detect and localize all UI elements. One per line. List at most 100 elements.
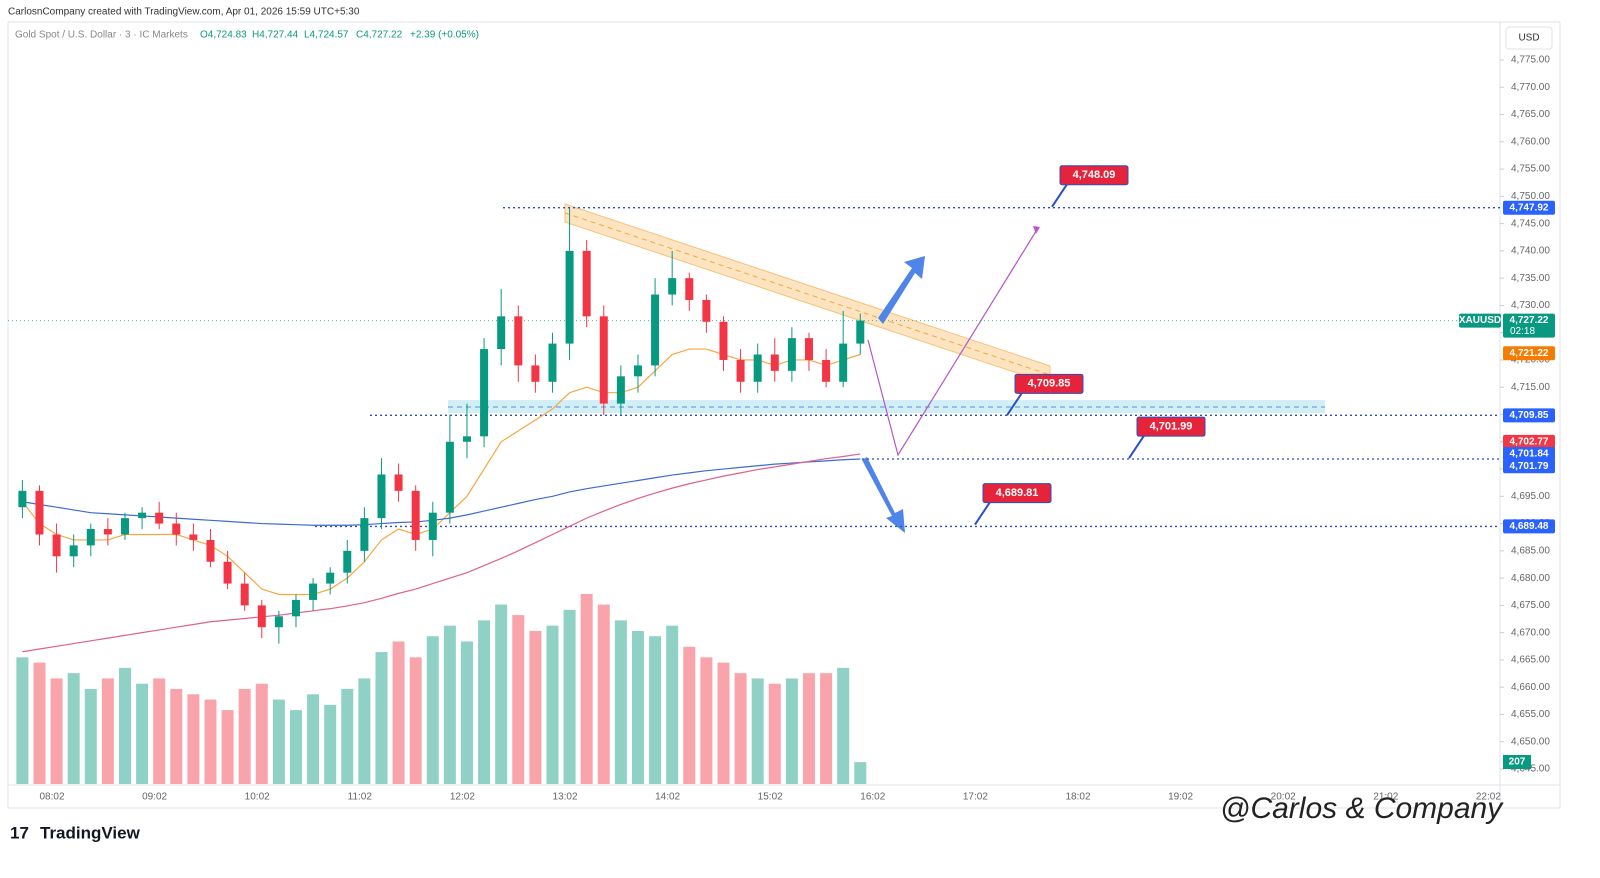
volume-bar xyxy=(118,667,131,784)
volume-bar xyxy=(546,625,559,784)
y-tick-label: 4,650.00 xyxy=(1511,736,1550,747)
candle-body xyxy=(616,376,625,404)
legend-close: C4,727.22 xyxy=(356,30,403,41)
candle-body xyxy=(445,441,454,513)
volume-bar xyxy=(67,673,80,784)
price-badge-label: 4,701.84 xyxy=(1510,449,1549,460)
x-tick-label: 12:02 xyxy=(450,792,475,803)
candle-body xyxy=(548,343,557,382)
candle-body xyxy=(155,512,164,524)
projection-arrowhead xyxy=(1033,226,1040,234)
candle-body xyxy=(582,250,591,317)
candle-body xyxy=(514,316,523,366)
callout-label: 4,709.85 xyxy=(1028,378,1071,390)
callout-pointer xyxy=(974,500,992,526)
currency-box[interactable] xyxy=(1505,26,1553,50)
current-price-label: 4,727.22 xyxy=(1510,315,1549,326)
volume-bar xyxy=(84,689,97,784)
candle-body xyxy=(633,365,642,377)
currency: USD xyxy=(1518,33,1539,44)
volume-bar xyxy=(358,678,371,784)
volume-bar xyxy=(785,678,798,784)
price-badge-label: 4,689.48 xyxy=(1510,521,1549,532)
y-tick-label: 4,695.00 xyxy=(1511,491,1550,502)
candle-body xyxy=(52,534,61,557)
price-badge xyxy=(1503,434,1555,449)
candle-body xyxy=(309,583,318,600)
price-badge xyxy=(1503,519,1555,534)
x-tick-label: 14:02 xyxy=(655,792,680,803)
volume-bar xyxy=(563,609,576,784)
candle-body xyxy=(274,616,283,628)
callout-label: 4,689.81 xyxy=(996,487,1039,499)
candle-body xyxy=(172,523,181,535)
candle-body xyxy=(103,529,112,535)
candle-body xyxy=(69,545,78,557)
volume-bar xyxy=(153,678,166,784)
y-tick-label: 4,750.00 xyxy=(1511,191,1550,202)
volume-bar xyxy=(512,615,525,784)
candle-body xyxy=(804,338,813,360)
logo: TradingView xyxy=(40,823,141,842)
callout-box xyxy=(1014,373,1084,394)
volume-bar xyxy=(204,699,217,784)
price-badge-label: 4,709.85 xyxy=(1510,410,1549,421)
price-badge-label: 4,721.22 xyxy=(1510,348,1549,359)
x-tick-label: 10:02 xyxy=(245,792,270,803)
x-tick-label: 21:02 xyxy=(1373,792,1398,803)
up-arrow xyxy=(878,256,925,324)
y-tick-label: 4,715.00 xyxy=(1511,382,1550,393)
candle-body xyxy=(753,354,762,382)
y-tick-label: 4,675.00 xyxy=(1511,600,1550,611)
price-badge-label: 4,702.77 xyxy=(1510,437,1549,448)
callout-box xyxy=(982,483,1052,504)
candle-body xyxy=(497,316,506,350)
price-badge xyxy=(1503,447,1555,462)
candle-body xyxy=(770,354,779,371)
y-tick-label: 4,770.00 xyxy=(1511,82,1550,93)
volume-badge-label: 207 xyxy=(1509,757,1526,768)
y-tick-label: 4,660.00 xyxy=(1511,682,1550,693)
symbol-badge-label: XAUUSD xyxy=(1459,315,1501,326)
volume-bar xyxy=(854,762,867,784)
x-tick-label: 09:02 xyxy=(142,792,167,803)
volume-bar xyxy=(768,683,781,784)
volume-bar xyxy=(529,630,542,784)
y-tick-label: 4,755.00 xyxy=(1511,164,1550,175)
legend-open: O4,724.83 xyxy=(200,30,247,41)
volume-bar xyxy=(16,657,29,784)
y-tick-label: 4,680.00 xyxy=(1511,573,1550,584)
candle-body xyxy=(189,534,198,540)
volume-bar xyxy=(255,683,268,784)
candle-body xyxy=(668,278,677,295)
candle-body xyxy=(480,349,489,437)
price-badge xyxy=(1503,459,1555,474)
volume-bar xyxy=(187,694,200,784)
volume-bar xyxy=(597,604,610,784)
volume-bar xyxy=(409,657,422,784)
candle-body xyxy=(360,518,369,551)
legend-change: +2.39 (+0.05%) xyxy=(410,30,479,41)
volume-bar xyxy=(700,657,713,784)
candle-body xyxy=(736,359,745,382)
y-tick-label: 4,685.00 xyxy=(1511,545,1550,556)
y-tick-label: 4,730.00 xyxy=(1511,300,1550,311)
current-price-badge xyxy=(1503,313,1555,338)
moving-average xyxy=(22,453,861,653)
volume-bar xyxy=(272,699,285,784)
candle-body xyxy=(240,583,249,606)
volume-bar xyxy=(375,652,388,784)
legend-low: L4,724.57 xyxy=(304,30,349,41)
volume-bar xyxy=(426,636,439,784)
candle-body xyxy=(206,539,215,562)
volume-bar xyxy=(307,694,320,784)
y-tick-label: 4,670.00 xyxy=(1511,627,1550,638)
volume-bar xyxy=(751,678,764,784)
x-tick-label: 13:02 xyxy=(552,792,577,803)
down-arrow xyxy=(862,457,905,533)
volume-bar xyxy=(50,678,63,784)
volume-bar xyxy=(341,689,354,784)
candle-body xyxy=(651,294,660,366)
